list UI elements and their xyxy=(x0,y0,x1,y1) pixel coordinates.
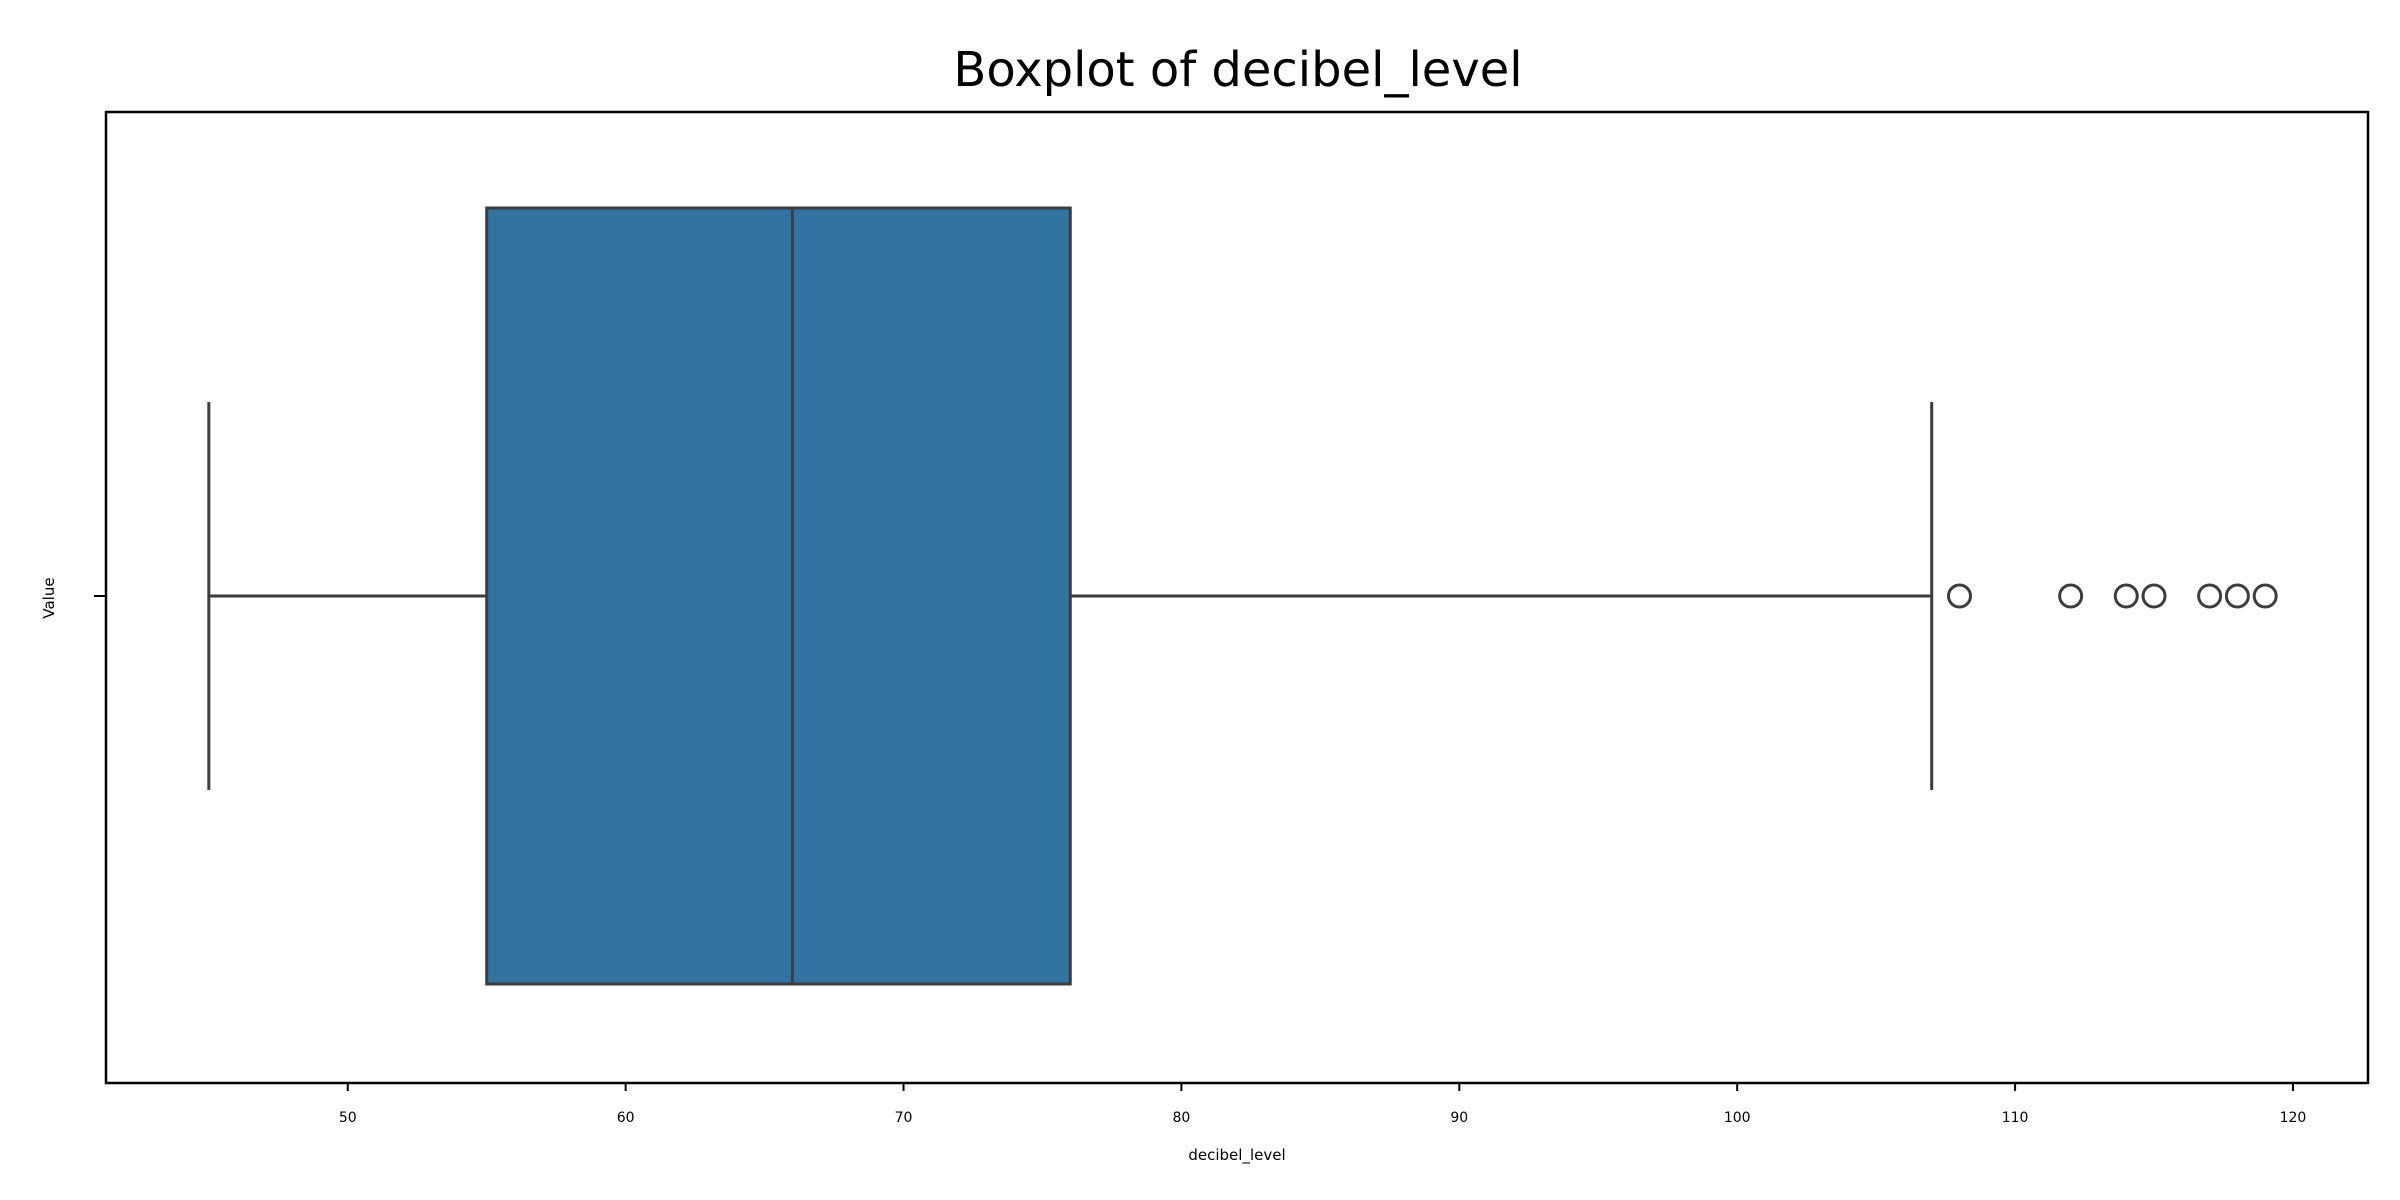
outlier-point xyxy=(2058,583,2084,609)
x-tick-label: 50 xyxy=(339,1110,357,1126)
outlier-point xyxy=(2252,583,2278,609)
outlier-point xyxy=(2113,583,2139,609)
y-axis-label: Value xyxy=(40,577,58,618)
outlier-point xyxy=(2197,583,2223,609)
x-tick-label: 120 xyxy=(2280,1110,2307,1126)
x-tick-label: 70 xyxy=(895,1110,913,1126)
chart-title: Boxplot of decibel_level xyxy=(953,42,1522,98)
x-tick-label: 90 xyxy=(1450,1110,1468,1126)
iqr-box xyxy=(485,206,1072,986)
outlier-point xyxy=(2141,583,2167,609)
x-axis-label: decibel_level xyxy=(1188,1146,1285,1165)
x-tick-label: 110 xyxy=(2002,1110,2029,1126)
x-tick-label: 80 xyxy=(1173,1110,1191,1126)
x-tick-label: 60 xyxy=(617,1110,635,1126)
x-axis-ticks: 50 60 70 80 90 100 110 120 xyxy=(339,1083,2306,1126)
outlier-point xyxy=(1947,583,1973,609)
x-tick-label: 100 xyxy=(1724,1110,1751,1126)
outlier-point xyxy=(2224,583,2250,609)
plot-marks xyxy=(207,206,2278,986)
